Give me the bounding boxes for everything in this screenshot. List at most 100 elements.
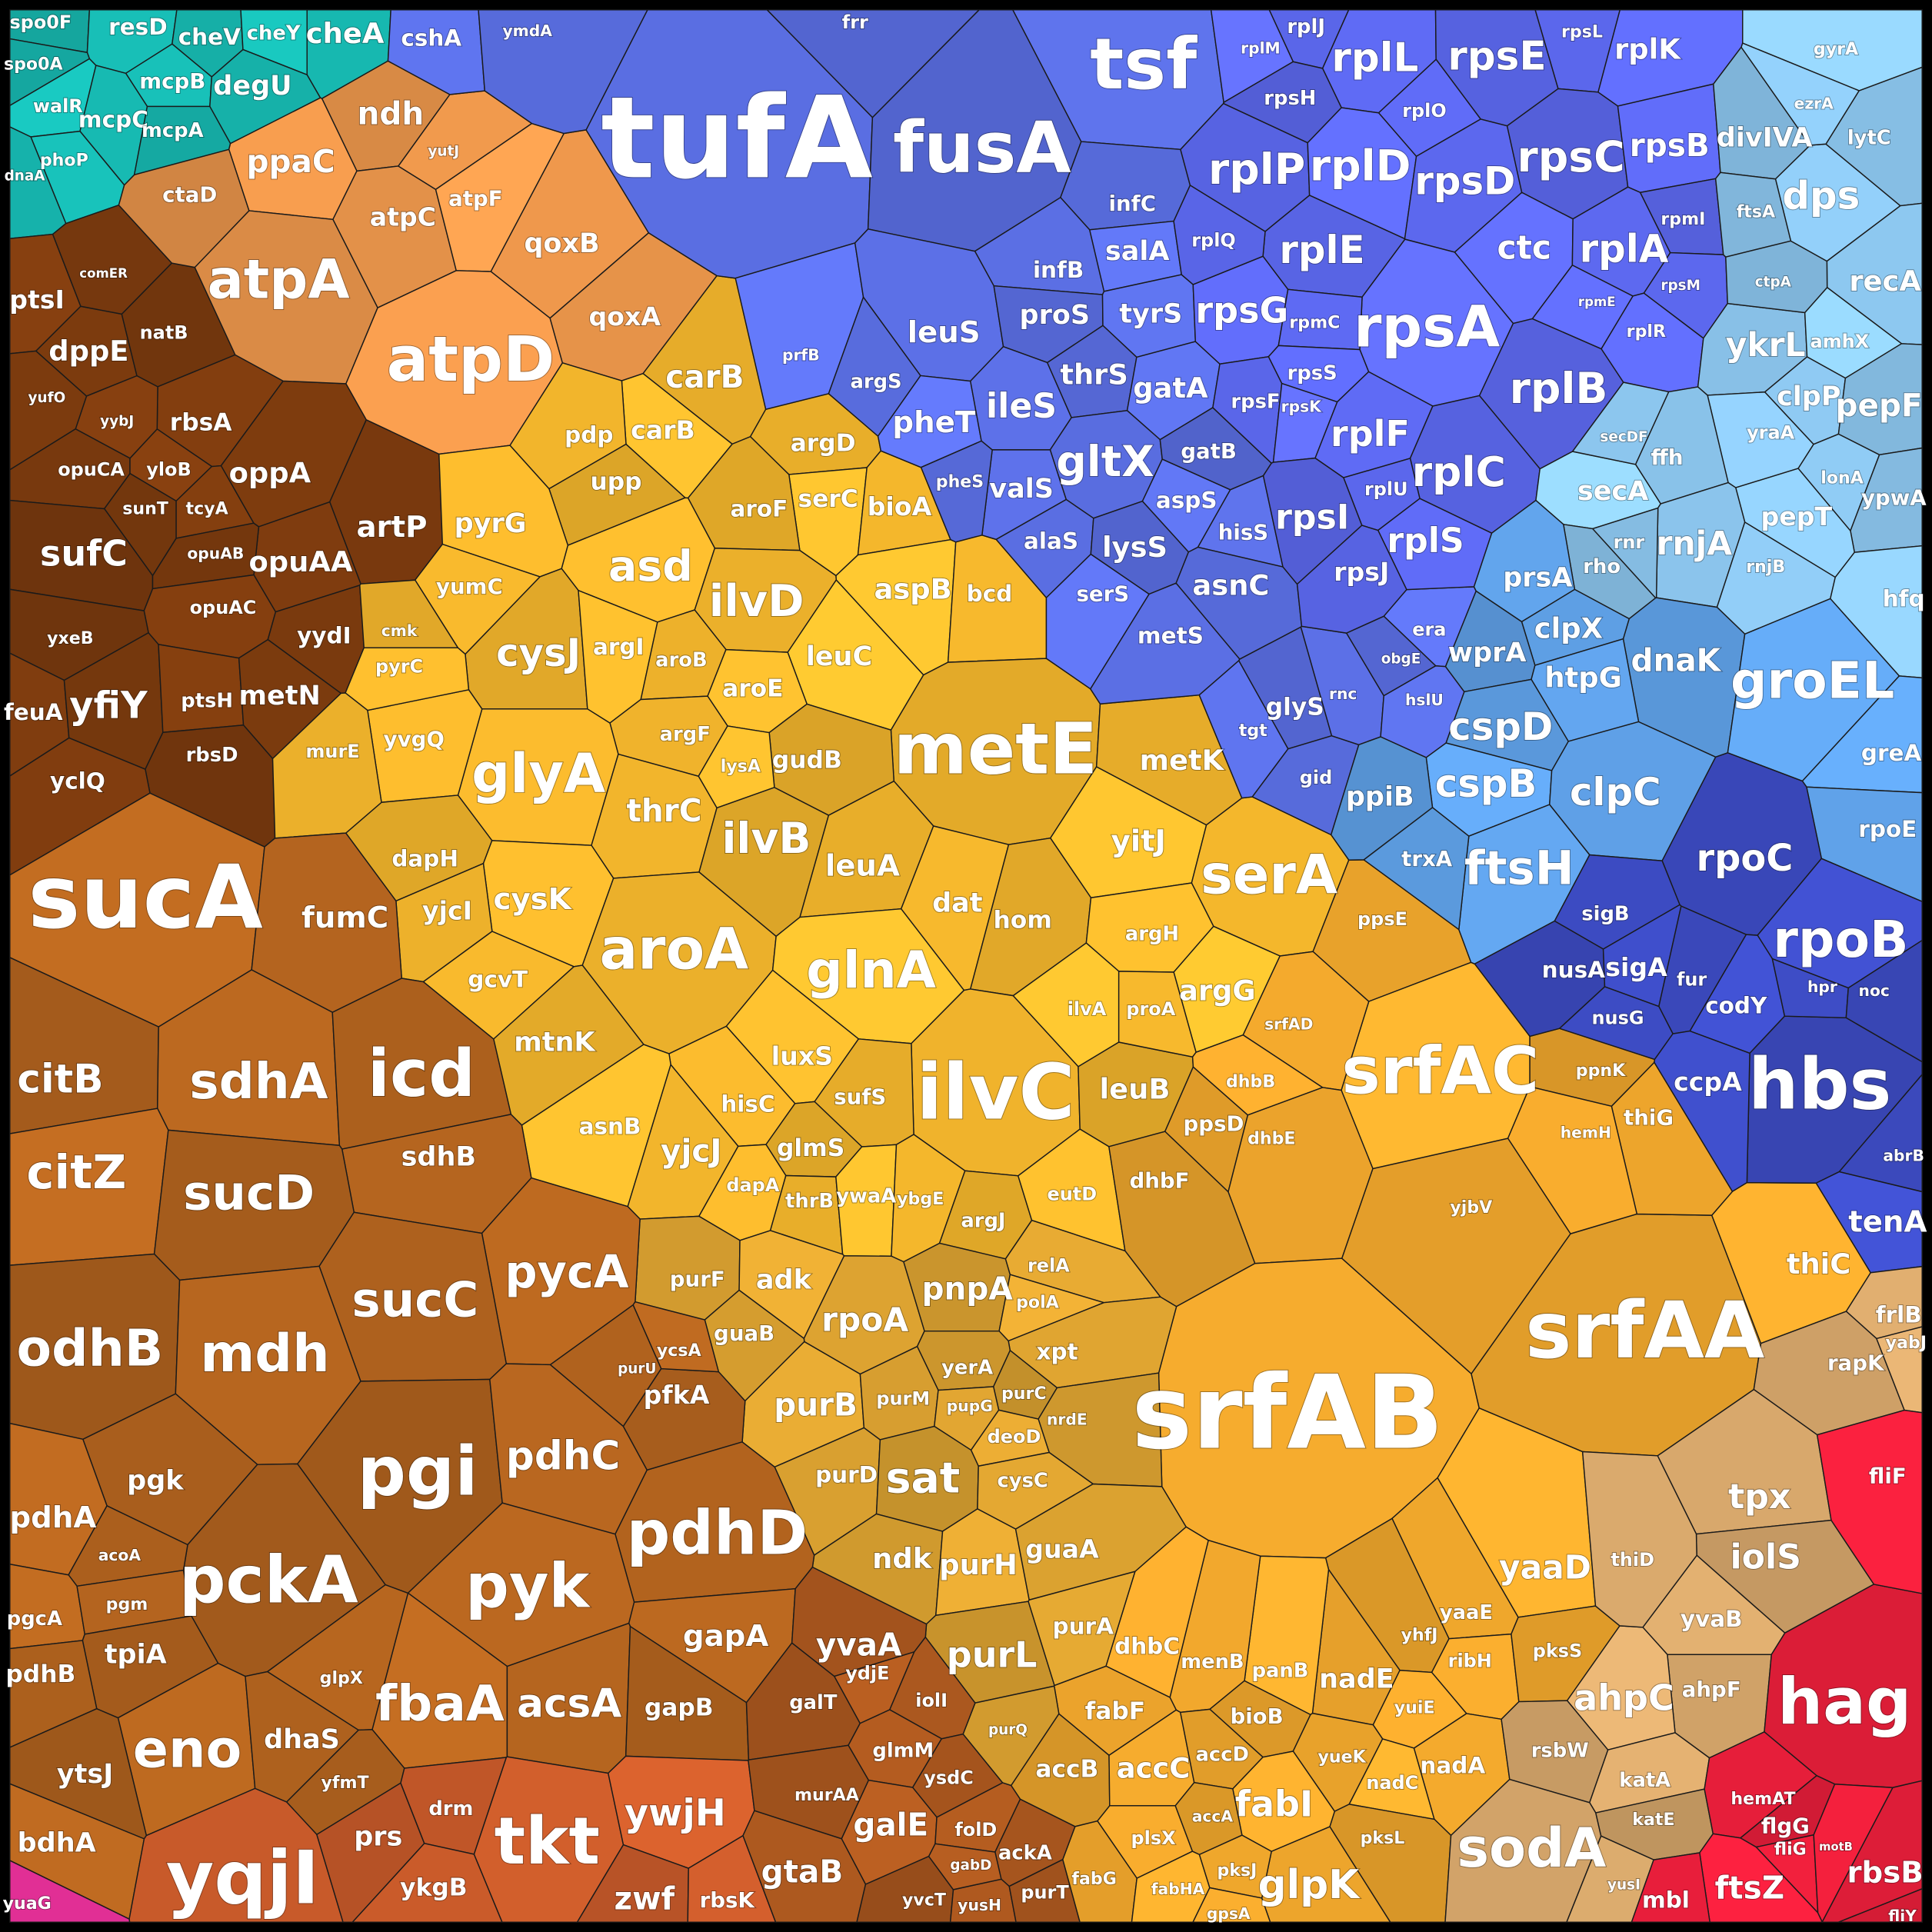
cell-ctaD	[118, 148, 250, 268]
label-atpD: atpD	[387, 324, 555, 396]
label-sunT: sunT	[122, 499, 168, 519]
label-rpsI: rpsI	[1275, 498, 1349, 537]
label-ileS: ileS	[986, 387, 1057, 426]
cell-purT	[1008, 1858, 1081, 1923]
label-feuA: feuA	[4, 699, 63, 725]
label-ymdA: ymdA	[502, 22, 552, 40]
cell-ppiB	[1330, 736, 1434, 861]
label-argH: argH	[1125, 922, 1179, 945]
label-rpsE: rpsE	[1447, 34, 1546, 80]
label-pgm: pgm	[106, 1594, 148, 1614]
label-fabG: fabG	[1071, 1869, 1116, 1889]
label-purC: purC	[1001, 1384, 1047, 1404]
label-adk: adk	[756, 1265, 812, 1296]
label-rpsS: rpsS	[1287, 361, 1337, 385]
label-rplB: rplB	[1510, 365, 1608, 414]
label-clpX: clpX	[1534, 612, 1603, 645]
label-rho: rho	[1583, 555, 1621, 578]
label-hag: hag	[1777, 1664, 1911, 1739]
label-wprA: wprA	[1448, 638, 1527, 668]
label-motB: motB	[1819, 1840, 1853, 1854]
cell-ctpA	[1725, 240, 1828, 314]
label-purM: purM	[876, 1387, 930, 1409]
label-walR: walR	[33, 95, 83, 117]
label-aspS: aspS	[1156, 487, 1217, 513]
cell-gyrA	[1742, 9, 1923, 92]
label-ndk: ndk	[872, 1542, 933, 1575]
label-ycsA: ycsA	[657, 1341, 701, 1361]
label-pgk: pgk	[127, 1466, 184, 1497]
label-alaS: alaS	[1024, 528, 1078, 554]
label-lysA: lysA	[721, 756, 761, 776]
label-mbl: mbl	[1642, 1887, 1690, 1913]
label-argI: argI	[593, 634, 644, 660]
label-leuC: leuC	[806, 641, 872, 672]
label-rpoB: rpoB	[1773, 909, 1908, 969]
label-folD: folD	[954, 1819, 997, 1840]
label-yloB: yloB	[146, 458, 192, 480]
label-pycA: pycA	[505, 1245, 629, 1298]
label-ribH: ribH	[1448, 1651, 1492, 1672]
label-mcpA: mcpA	[142, 119, 204, 142]
label-bdhA: bdhA	[18, 1828, 96, 1859]
label-rpsF: rpsF	[1231, 390, 1280, 413]
label-sdhA: sdhA	[189, 1053, 328, 1111]
label-ptsI: ptsI	[9, 285, 65, 315]
label-tyrS: tyrS	[1119, 299, 1182, 330]
label-rpsA: rpsA	[1354, 295, 1500, 361]
label-prsA: prsA	[1503, 562, 1572, 593]
label-hslU: hslU	[1405, 691, 1444, 709]
label-hfq: hfq	[1883, 586, 1925, 612]
label-frlB: frlB	[1876, 1301, 1922, 1327]
label-nusA: nusA	[1542, 957, 1605, 983]
cell-fliY	[1838, 1887, 1923, 1923]
cell-pheS	[920, 440, 993, 543]
label-ppsD: ppsD	[1184, 1111, 1244, 1137]
label-noc: noc	[1859, 981, 1890, 1000]
label-salA: salA	[1105, 236, 1170, 267]
label-rplQ: rplQ	[1191, 229, 1236, 251]
cell-murAA	[748, 1744, 870, 1840]
label-pdhB: pdhB	[5, 1661, 75, 1688]
label-rplU: rplU	[1364, 478, 1408, 500]
label-thrS: thrS	[1060, 358, 1128, 391]
label-dnaA: dnaA	[5, 168, 46, 185]
label-yqjI: yqjI	[166, 1835, 320, 1921]
label-frr: frr	[842, 12, 868, 33]
label-rnjB: rnjB	[1746, 557, 1785, 577]
label-yerA: yerA	[941, 1356, 993, 1379]
label-argF: argF	[660, 723, 711, 746]
label-yvaA: yvaA	[816, 1627, 902, 1664]
label-gcvT: gcvT	[468, 967, 528, 993]
label-natB: natB	[140, 322, 188, 344]
label-degU: degU	[213, 71, 291, 102]
label-acoA: acoA	[98, 1546, 142, 1564]
label-yuaG: yuaG	[3, 1894, 52, 1914]
label-aroF: aroF	[730, 496, 788, 522]
cell-purA	[1028, 1571, 1136, 1687]
label-phoP: phoP	[40, 150, 88, 170]
label-opuAC: opuAC	[190, 597, 257, 618]
label-pepF: pepF	[1836, 387, 1923, 424]
label-mcpB: mcpB	[139, 68, 205, 94]
label-qoxB: qoxB	[524, 228, 599, 259]
label-rpsB: rpsB	[1630, 127, 1710, 164]
label-trxA: trxA	[1401, 846, 1453, 871]
label-citZ: citZ	[26, 1146, 126, 1200]
label-serC: serC	[798, 485, 858, 513]
label-plsX: plsX	[1131, 1827, 1175, 1849]
label-tpx: tpx	[1728, 1477, 1790, 1517]
label-metS: metS	[1138, 623, 1204, 649]
label-ydjE: ydjE	[845, 1663, 889, 1684]
cell-gabD	[928, 1843, 1002, 1890]
label-purB: purB	[774, 1386, 858, 1423]
label-eutD: eutD	[1047, 1183, 1097, 1204]
label-ywaA: ywaA	[836, 1185, 896, 1208]
label-tkt: tkt	[495, 1803, 600, 1879]
label-flgG: flgG	[1761, 1814, 1810, 1839]
label-yaaD: yaaD	[1499, 1548, 1591, 1586]
label-argJ: argJ	[961, 1210, 1005, 1233]
label-tufA: tufA	[601, 72, 873, 204]
label-pyrC: pyrC	[375, 656, 423, 678]
label-mcpC: mcpC	[78, 106, 148, 132]
